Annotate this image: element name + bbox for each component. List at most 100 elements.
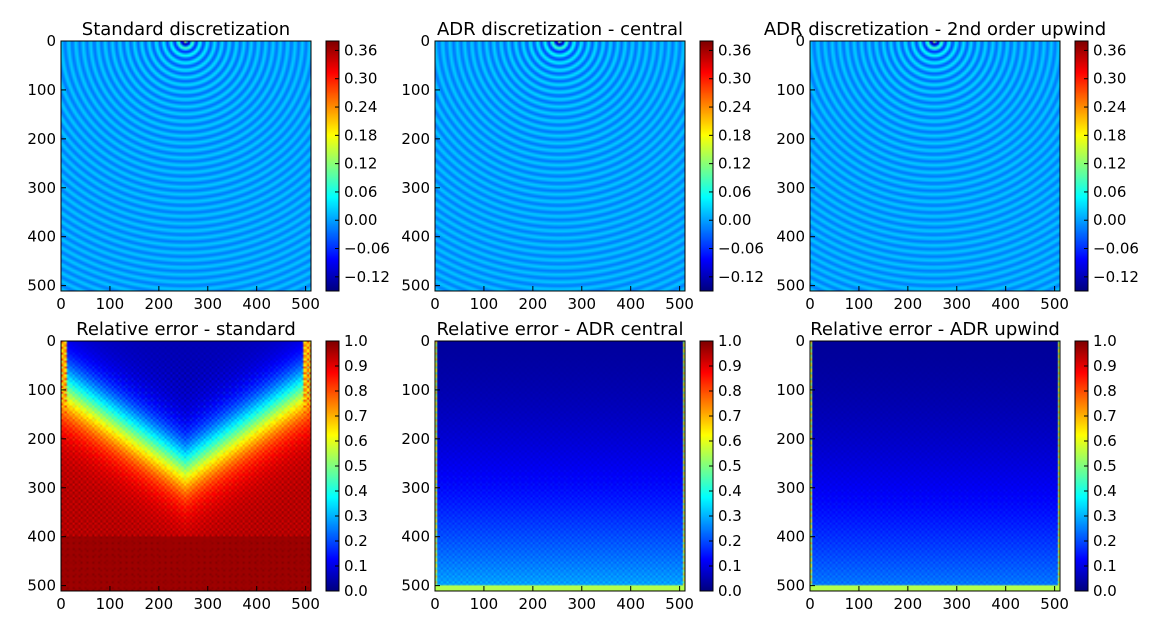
x-tick-label: 100 xyxy=(470,595,499,613)
y-tick-label: 200 xyxy=(401,130,430,148)
colorbar-tick-label: 0.1 xyxy=(718,557,742,575)
y-tick-label: 200 xyxy=(401,430,430,448)
x-tick-label: 0 xyxy=(56,595,66,613)
colorbar-tick-label: 0.30 xyxy=(718,70,751,88)
y-tick-label: 0 xyxy=(795,332,805,350)
plot-frame xyxy=(809,340,1061,592)
x-tick-label: 400 xyxy=(616,295,645,313)
colorbar-tick-label: 0.3 xyxy=(1093,507,1117,525)
colorbar-tick-label: 0.12 xyxy=(1093,155,1126,173)
x-tick-label: 200 xyxy=(145,595,174,613)
colorbar-frame xyxy=(699,40,714,292)
colorbar-tick-label: 0.2 xyxy=(344,532,368,550)
colorbar-tick-label: 0.4 xyxy=(1093,482,1117,500)
x-tick-label: 400 xyxy=(991,595,1020,613)
x-tick-label: 400 xyxy=(616,595,645,613)
panel-title: Relative error - ADR upwind xyxy=(810,319,1060,340)
y-tick-label: 400 xyxy=(776,228,805,246)
y-tick-label: 0 xyxy=(46,32,56,50)
colorbar-tick-label: 0.24 xyxy=(1093,98,1126,116)
colorbar-tick-label: 1.0 xyxy=(344,332,368,350)
panel-title: ADR discretization - 2nd order upwind xyxy=(764,19,1106,40)
colorbar-tick-label: 0.24 xyxy=(344,98,377,116)
colorbar-tick-label: 0.6 xyxy=(1093,432,1117,450)
colorbar-tick-label: 0.9 xyxy=(718,357,742,375)
y-tick-label: 200 xyxy=(27,430,56,448)
colorbar-tick-label: 0.18 xyxy=(1093,126,1126,144)
y-tick-label: 0 xyxy=(795,32,805,50)
y-tick-label: 100 xyxy=(401,81,430,99)
x-tick-label: 300 xyxy=(567,295,596,313)
colorbar-tick-label: 0.8 xyxy=(718,382,742,400)
y-tick-label: 100 xyxy=(776,81,805,99)
y-tick-label: 100 xyxy=(27,81,56,99)
x-tick-label: 300 xyxy=(193,295,222,313)
x-tick-label: 0 xyxy=(805,595,815,613)
y-tick-label: 100 xyxy=(401,381,430,399)
y-tick-label: 300 xyxy=(27,179,56,197)
y-tick-label: 0 xyxy=(46,332,56,350)
colorbar-tick-label: 0.06 xyxy=(718,183,751,201)
y-tick-label: 500 xyxy=(776,277,805,295)
colorbar-tick-label: 0.18 xyxy=(718,126,751,144)
x-tick-label: 200 xyxy=(519,295,548,313)
colorbar-tick-label: 0.7 xyxy=(718,407,742,425)
colorbar-tick-label: 0.5 xyxy=(344,457,368,475)
colorbar-tick-label: 0.36 xyxy=(1093,41,1126,59)
colorbar-tick-label: 0.7 xyxy=(344,407,368,425)
plot-frame xyxy=(434,340,686,592)
y-tick-label: 300 xyxy=(401,479,430,497)
x-tick-label: 200 xyxy=(145,295,174,313)
panel-title: Relative error - standard xyxy=(76,319,296,340)
x-tick-label: 400 xyxy=(991,295,1020,313)
colorbar-tick-label: 0.3 xyxy=(344,507,368,525)
colorbar-tick-label: 0.5 xyxy=(718,457,742,475)
colorbar-tick-label: 0.36 xyxy=(718,41,751,59)
x-tick-label: 0 xyxy=(430,295,440,313)
colorbar-tick-label: 0.0 xyxy=(344,582,368,600)
colorbar-tick-label: 0.9 xyxy=(1093,357,1117,375)
x-tick-label: 300 xyxy=(942,595,971,613)
y-tick-label: 0 xyxy=(420,32,430,50)
y-tick-label: 300 xyxy=(27,479,56,497)
x-tick-label: 500 xyxy=(291,295,320,313)
y-tick-label: 0 xyxy=(420,332,430,350)
y-tick-label: 400 xyxy=(776,528,805,546)
panel-title: Relative error - ADR central xyxy=(436,319,683,340)
x-tick-label: 500 xyxy=(665,595,694,613)
x-tick-label: 100 xyxy=(96,295,125,313)
heatmap-image xyxy=(61,41,311,291)
colorbar-tick-label: −0.12 xyxy=(718,268,764,286)
colorbar-tick-label: 0.18 xyxy=(344,126,377,144)
colorbar-tick-label: 0.4 xyxy=(718,482,742,500)
x-tick-label: 0 xyxy=(430,595,440,613)
y-tick-label: 500 xyxy=(401,277,430,295)
y-tick-label: 400 xyxy=(401,228,430,246)
y-tick-label: 200 xyxy=(27,130,56,148)
colorbar-tick-label: 0.06 xyxy=(1093,183,1126,201)
x-tick-label: 300 xyxy=(567,595,596,613)
y-tick-label: 200 xyxy=(776,130,805,148)
panel-title: Standard discretization xyxy=(82,19,290,40)
colorbar-tick-label: 0.24 xyxy=(718,98,751,116)
colorbar-tick-label: 0.0 xyxy=(718,582,742,600)
colorbar-tick-label: 0.6 xyxy=(718,432,742,450)
colorbar xyxy=(1075,41,1088,291)
y-tick-label: 500 xyxy=(776,577,805,595)
x-tick-label: 200 xyxy=(894,595,923,613)
heatmap-image xyxy=(810,341,1060,591)
x-tick-label: 100 xyxy=(96,595,125,613)
colorbar xyxy=(700,341,713,591)
x-tick-label: 500 xyxy=(1040,295,1069,313)
colorbar-tick-label: 0.9 xyxy=(344,357,368,375)
colorbar xyxy=(700,41,713,291)
colorbar-tick-label: −0.06 xyxy=(718,240,764,258)
colorbar-tick-label: 0.4 xyxy=(344,482,368,500)
panel-title: ADR discretization - central xyxy=(437,19,683,40)
y-tick-label: 500 xyxy=(401,577,430,595)
y-tick-label: 100 xyxy=(776,381,805,399)
colorbar-tick-label: 0.7 xyxy=(1093,407,1117,425)
